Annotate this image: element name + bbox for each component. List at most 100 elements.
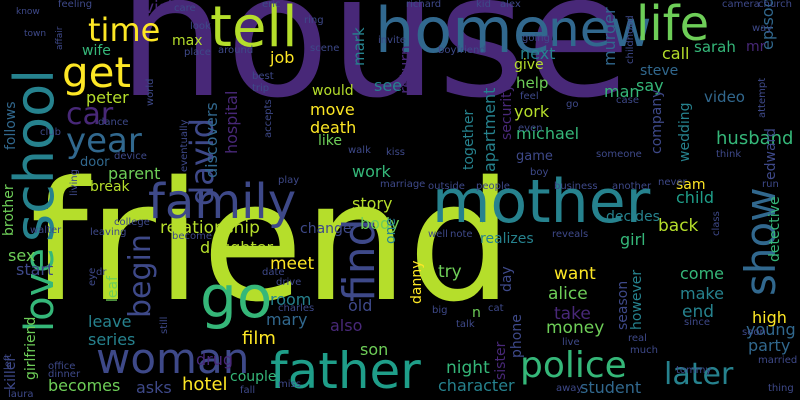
word: visit <box>144 0 180 18</box>
word: feeling <box>58 0 93 10</box>
word: live <box>562 337 580 348</box>
word: charles <box>278 303 315 314</box>
word: know <box>16 7 40 17</box>
word: marriage <box>380 179 426 190</box>
word: real <box>628 333 647 344</box>
word: care <box>174 3 196 14</box>
word: fall <box>240 385 256 396</box>
word: danny <box>409 260 425 305</box>
word: night <box>446 358 490 378</box>
word: however <box>629 269 645 330</box>
word: couple <box>230 369 277 385</box>
word: hospital <box>222 90 241 154</box>
word: new <box>548 0 652 58</box>
word: laura <box>8 389 34 400</box>
word: phone <box>509 314 525 358</box>
word: home <box>375 0 551 67</box>
word: thing <box>768 383 794 394</box>
word: talk <box>456 319 475 330</box>
word: living <box>69 169 80 196</box>
word: give <box>514 57 544 73</box>
word: become <box>172 231 213 242</box>
word: would <box>312 83 354 99</box>
word: richard <box>406 0 442 10</box>
word: together <box>461 109 477 170</box>
word: class <box>711 211 722 236</box>
word: alex <box>500 0 521 10</box>
word: day <box>499 266 515 292</box>
word: edward <box>763 128 779 180</box>
word: season <box>615 280 631 330</box>
word: college <box>114 217 150 228</box>
word: father <box>270 342 421 400</box>
word: church <box>758 0 792 10</box>
word: start <box>16 260 54 279</box>
word: steve <box>640 63 679 79</box>
word: begin <box>123 234 158 318</box>
word: parent <box>108 164 161 183</box>
word: wife <box>82 43 111 59</box>
word: car <box>66 97 114 132</box>
word: peter <box>86 88 129 107</box>
word: kiss <box>386 147 405 158</box>
word: break <box>90 179 130 195</box>
word: job <box>270 48 295 67</box>
word: time <box>88 11 161 49</box>
word: take <box>554 304 591 324</box>
word: accepts <box>263 99 274 138</box>
word: old <box>348 296 373 315</box>
word: invite <box>378 35 406 46</box>
word: death <box>310 118 357 137</box>
word: alice <box>548 284 588 304</box>
word: way <box>752 23 773 34</box>
word: feel <box>520 91 539 102</box>
word: note <box>450 229 473 240</box>
word: leaving <box>90 227 127 238</box>
word: camera <box>722 0 760 10</box>
word: series <box>88 330 136 349</box>
word: cat <box>488 303 504 314</box>
word: game <box>516 149 553 164</box>
word: mother <box>432 167 651 237</box>
word: body <box>360 214 400 233</box>
word: house <box>118 0 631 136</box>
word: meet <box>270 254 315 274</box>
word: best <box>252 71 274 82</box>
word: left <box>3 353 14 370</box>
word: much <box>630 345 658 356</box>
word: get <box>62 48 131 97</box>
word: club <box>40 127 61 138</box>
word: still <box>159 316 170 334</box>
word: police <box>520 345 627 386</box>
word: party <box>748 336 791 355</box>
word: around <box>218 45 254 56</box>
word: husband <box>716 128 794 149</box>
word: room <box>270 290 312 309</box>
word: hotel <box>182 374 228 395</box>
word: play <box>278 175 300 186</box>
word: office <box>48 361 76 372</box>
word: story <box>352 194 393 213</box>
word: say <box>636 76 664 95</box>
word: another <box>612 181 652 192</box>
word: go <box>566 99 579 110</box>
word: childhood <box>625 15 636 64</box>
word: becomes <box>48 376 121 395</box>
word: come <box>680 264 725 283</box>
word: even <box>518 123 543 134</box>
word: outside <box>428 181 465 192</box>
word: reveals <box>552 229 589 240</box>
word: drug <box>196 350 234 369</box>
word: york <box>514 102 550 121</box>
word: life <box>636 0 710 52</box>
word: never <box>658 177 687 188</box>
word: kid <box>476 0 491 10</box>
word: work <box>352 162 391 181</box>
word: ring <box>304 15 324 26</box>
word: end <box>682 302 715 322</box>
word: family <box>148 174 297 230</box>
word: apartment <box>480 87 499 172</box>
word: attempt <box>757 77 768 118</box>
word: money <box>546 318 605 338</box>
